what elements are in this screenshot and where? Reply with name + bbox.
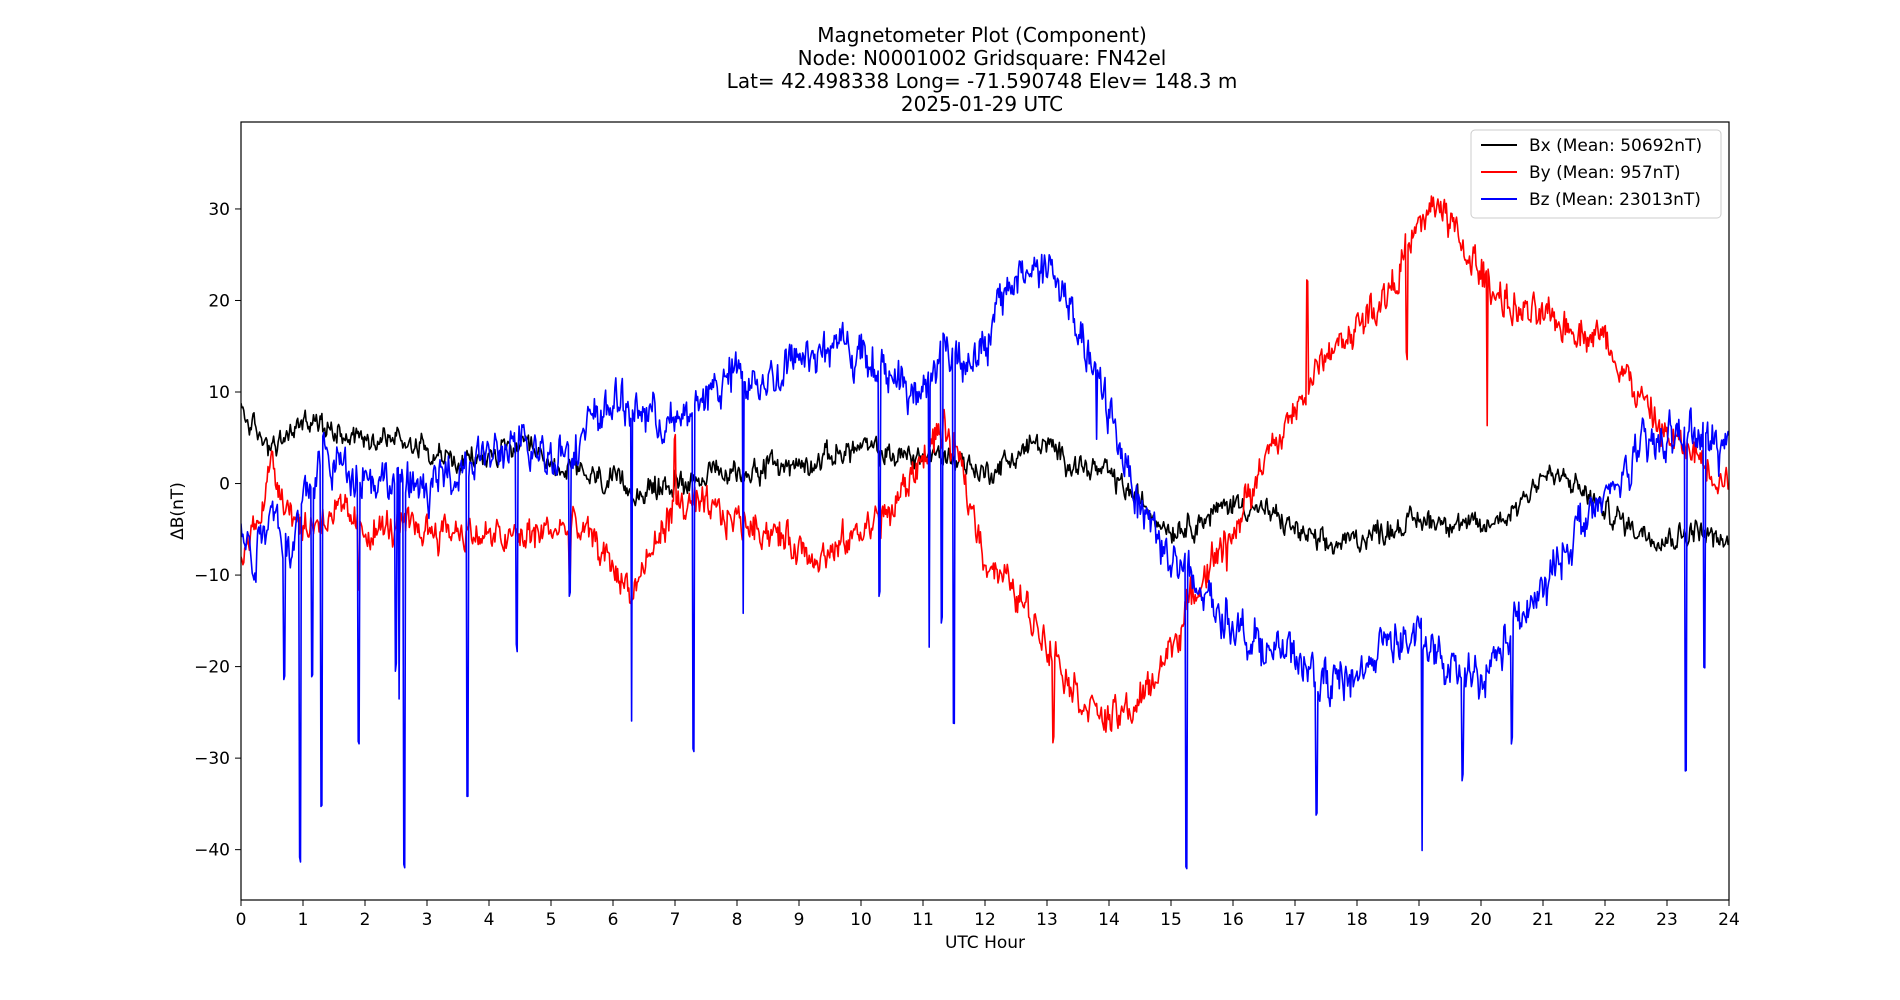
y-tick-label: −30	[194, 749, 230, 769]
x-tick-label: 9	[794, 910, 805, 930]
x-tick-label: 19	[1408, 910, 1430, 930]
title-line-2: Node: N0001002 Gridsquare: FN42el	[798, 46, 1167, 70]
plot-frame	[240, 121, 1730, 901]
x-tick-label: 10	[850, 910, 872, 930]
x-tick-label: 11	[912, 910, 934, 930]
x-tick-label: 7	[670, 910, 681, 930]
legend-label-by: By (Mean: 957nT)	[1529, 163, 1680, 183]
x-axis: 0 1 2 3 4 5 6 7 8 9 10 11 12 13 14 15 16 17 18 19 20 21 22 23 24	[236, 900, 1740, 930]
y-axis-label: ΔB(nT)	[168, 482, 188, 540]
x-tick-label: 14	[1098, 910, 1120, 930]
y-tick-label: −10	[194, 566, 230, 586]
legend-label-bz: Bz (Mean: 23013nT)	[1529, 190, 1701, 210]
x-tick-label: 15	[1160, 910, 1182, 930]
series-line-bx	[241, 403, 1729, 555]
x-tick-label: 8	[732, 910, 743, 930]
series-group	[241, 195, 1729, 870]
x-tick-label: 4	[484, 910, 495, 930]
chart-title: Magnetometer Plot (Component) Node: N000…	[727, 23, 1238, 116]
y-tick-label: 10	[208, 383, 230, 403]
x-tick-label: 20	[1470, 910, 1492, 930]
x-tick-label: 5	[546, 910, 557, 930]
y-tick-label: 30	[208, 200, 230, 220]
legend-box	[1470, 129, 1722, 219]
x-tick-label: 18	[1346, 910, 1368, 930]
x-tick-label: 0	[236, 910, 247, 930]
x-tick-label: 23	[1656, 910, 1678, 930]
x-tick-label: 12	[974, 910, 996, 930]
y-axis: −40 −30 −20 −10 0 10 20 30	[194, 200, 241, 861]
legend: Bx (Mean: 50692nT) By (Mean: 957nT) Bz (…	[1470, 129, 1722, 219]
y-tick-label: −20	[194, 658, 230, 678]
x-tick-label: 13	[1036, 910, 1058, 930]
x-tick-label: 3	[422, 910, 433, 930]
title-line-4: 2025-01-29 UTC	[901, 92, 1063, 116]
title-line-1: Magnetometer Plot (Component)	[817, 23, 1147, 47]
x-tick-label: 16	[1222, 910, 1244, 930]
x-tick-label: 2	[360, 910, 371, 930]
y-tick-label: 0	[219, 475, 230, 495]
legend-label-bx: Bx (Mean: 50692nT)	[1529, 136, 1702, 156]
x-tick-label: 24	[1718, 910, 1740, 930]
x-axis-label: UTC Hour	[945, 933, 1025, 953]
series-line-bz	[241, 253, 1729, 870]
series-line-by	[241, 195, 1729, 744]
x-tick-label: 21	[1532, 910, 1554, 930]
title-line-3: Lat= 42.498338 Long= -71.590748 Elev= 14…	[727, 69, 1238, 93]
x-tick-label: 22	[1594, 910, 1616, 930]
x-tick-label: 6	[608, 910, 619, 930]
x-tick-label: 1	[298, 910, 309, 930]
x-tick-label: 17	[1284, 910, 1306, 930]
y-tick-label: 20	[208, 291, 230, 311]
y-tick-label: −40	[194, 841, 230, 861]
